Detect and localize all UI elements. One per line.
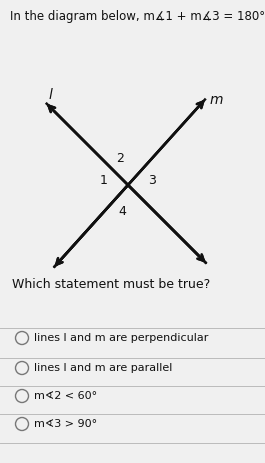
Text: lines l and m are perpendicular: lines l and m are perpendicular <box>34 333 208 343</box>
Text: In the diagram below, m∡1 + m∡3 = 180°: In the diagram below, m∡1 + m∡3 = 180° <box>10 10 265 23</box>
Text: m∢2 < 60°: m∢2 < 60° <box>34 391 97 401</box>
Text: m: m <box>210 93 223 106</box>
Text: 1: 1 <box>100 175 108 188</box>
Text: m∢3 > 90°: m∢3 > 90° <box>34 419 97 429</box>
Text: Which statement must be true?: Which statement must be true? <box>12 278 210 291</box>
Text: l: l <box>49 88 52 102</box>
Text: 4: 4 <box>118 205 126 218</box>
Text: 3: 3 <box>148 175 156 188</box>
Text: 2: 2 <box>116 152 124 165</box>
Text: lines l and m are parallel: lines l and m are parallel <box>34 363 172 373</box>
